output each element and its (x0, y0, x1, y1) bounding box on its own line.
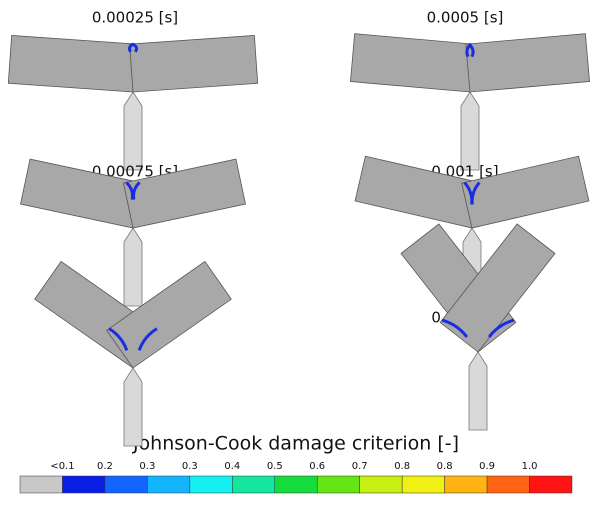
panel-label: 0.00025 [s] (92, 9, 178, 27)
colorbar-label: 0.8 (394, 461, 410, 472)
colorbar-title: Johnson-Cook damage criterion [-] (132, 433, 459, 455)
colorbar-label: 0.9 (479, 461, 495, 472)
striker (461, 92, 479, 170)
colorbar-segment (105, 476, 147, 493)
colorbar-segment (20, 476, 62, 493)
colorbar-segment (360, 476, 402, 493)
striker (124, 228, 142, 306)
colorbar-label: 0.3 (182, 461, 198, 472)
colorbar-label: 0.4 (224, 461, 240, 472)
colorbar-segment (402, 476, 444, 493)
striker (469, 352, 487, 430)
plate (130, 35, 258, 92)
colorbar-label: 1.0 (522, 461, 538, 472)
colorbar-label: 0.3 (139, 461, 155, 472)
colorbar-segment (62, 476, 104, 493)
striker (124, 368, 142, 446)
plate (8, 35, 136, 92)
specimen (8, 35, 257, 170)
colorbar-label: 0.7 (352, 461, 368, 472)
colorbar-segment (487, 476, 529, 493)
colorbar-segment (190, 476, 232, 493)
colorbar-label: 0.2 (97, 461, 113, 472)
colorbar-segment (530, 476, 572, 493)
striker (124, 92, 142, 170)
colorbar-segment (232, 476, 274, 493)
colorbar-label: 0.6 (309, 461, 325, 472)
colorbar-label: 0.5 (267, 461, 283, 472)
specimen (350, 34, 589, 170)
colorbar-segment (275, 476, 317, 493)
colorbar-segment (317, 476, 359, 493)
colorbar-segment (445, 476, 487, 493)
plate (466, 34, 590, 92)
colorbar-label: <0.1 (50, 461, 74, 472)
plate (350, 34, 474, 92)
panel-label: 0.0005 [s] (427, 9, 504, 27)
figure: Johnson-Cook damage criterion [-] 0.0002… (0, 0, 593, 520)
colorbar-segment (147, 476, 189, 493)
colorbar-label: 0.8 (437, 461, 453, 472)
